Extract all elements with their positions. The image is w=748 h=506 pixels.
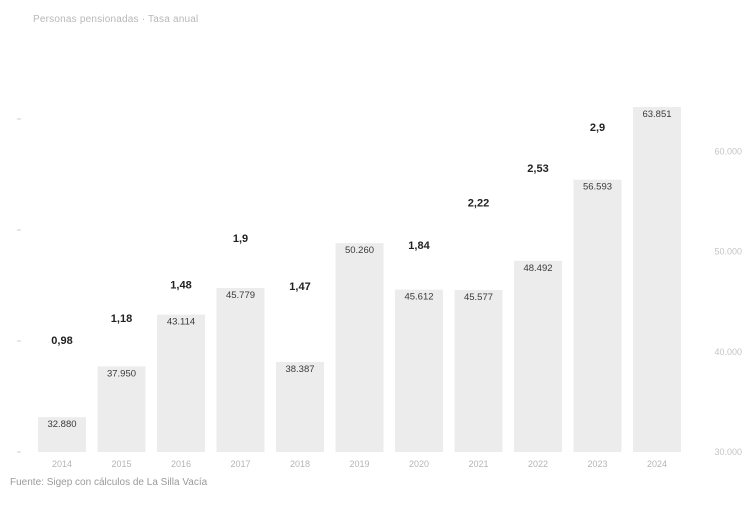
x-tick-2024: 2024	[647, 459, 667, 469]
pct-label-2023: 2,9	[590, 122, 605, 134]
bar-2017	[216, 287, 265, 452]
pct-label-bg-2015	[104, 311, 139, 327]
x-tick-2022: 2022	[528, 459, 548, 469]
pct-label-bg-2016	[164, 277, 198, 293]
value-label-2018: 38.387	[285, 364, 314, 375]
pct-label-2014: 0,98	[51, 335, 72, 347]
pct-label-bg-2018	[283, 278, 317, 294]
bar-2018	[276, 362, 324, 452]
value-label-2021: 45.577	[464, 292, 493, 303]
x-tick-2016: 2016	[171, 459, 191, 469]
x-tick-2014: 2014	[52, 459, 72, 469]
pct-label-2020: 1,84	[408, 240, 430, 252]
value-label-2019: 50.260	[345, 245, 374, 256]
bar-2014	[38, 417, 86, 452]
x-tick-2019: 2019	[349, 459, 369, 469]
x-tick-2020: 2020	[409, 459, 429, 469]
bar-2015	[97, 366, 146, 452]
x-tick-2015: 2015	[111, 459, 131, 469]
x-tick-2021: 2021	[468, 459, 488, 469]
value-label-2016: 43.114	[167, 317, 195, 328]
pct-label-2018: 1,47	[289, 281, 310, 293]
pct-label-2017: 1,9	[233, 233, 248, 245]
pct-label-2016: 1,48	[170, 280, 191, 292]
value-label-2022: 48.492	[523, 263, 552, 274]
y-tick-right-1: 40.000	[714, 347, 742, 357]
chart-source: Fuente: Sigep con cálculos de La Silla V…	[10, 477, 208, 488]
pct-label-2015: 1,18	[111, 313, 132, 325]
value-label-2014: 32.880	[47, 419, 76, 430]
bar-2024	[633, 107, 681, 452]
value-label-2024: 63.851	[642, 109, 671, 120]
pct-label-2021: 2,22	[468, 198, 489, 210]
bar-2022	[514, 260, 562, 452]
y-tick-right-3: 60.000	[714, 147, 742, 157]
pct-label-bg-2021	[461, 195, 496, 211]
value-label-2020: 45.612	[404, 292, 433, 303]
bar-2019	[335, 243, 384, 452]
pct-label-bg-2017	[223, 231, 258, 247]
pct-label-bg-2022	[521, 161, 555, 177]
x-tick-2018: 2018	[290, 459, 310, 469]
pct-label-bg-2020	[402, 237, 436, 253]
pct-label-bg-2023	[580, 120, 615, 136]
y-tick-right-2: 50.000	[714, 247, 742, 257]
value-label-2023: 56.593	[583, 182, 612, 193]
bar-2023	[573, 179, 622, 452]
pct-label-bg-2014	[45, 333, 79, 349]
value-label-2017: 45.779	[226, 290, 255, 301]
bar-2021	[454, 290, 503, 452]
y-tick-right-0: 30.000	[714, 447, 742, 457]
bar-2020	[395, 289, 443, 452]
x-tick-2023: 2023	[587, 459, 607, 469]
chart-subtitle: Personas pensionadas · Tasa anual	[33, 14, 199, 25]
pct-label-2022: 2,53	[527, 163, 548, 175]
value-label-2015: 37.950	[107, 368, 136, 379]
bar-2016	[157, 314, 205, 452]
x-tick-2017: 2017	[230, 459, 250, 469]
